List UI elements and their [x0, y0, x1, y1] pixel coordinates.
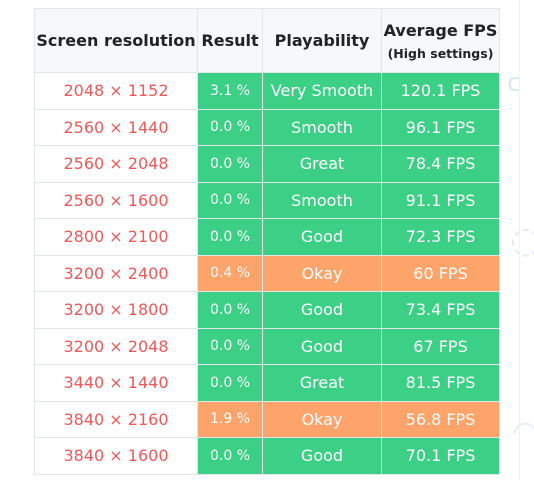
average-fps-cell: 78.4 FPS: [381, 145, 500, 183]
table-row: 2560 × 1600 0.0 % Smooth 91.1 FPS: [34, 181, 500, 219]
resolution-cell: 2048 × 1152: [34, 72, 198, 110]
result-cell: 0.0 %: [197, 437, 263, 475]
playability-cell: Very Smooth: [262, 72, 382, 110]
average-fps-cell: 72.3 FPS: [381, 218, 500, 256]
table-row: 3840 × 2160 1.9 % Okay 56.8 FPS: [34, 400, 500, 438]
header-screen-resolution: Screen resolution: [34, 8, 198, 73]
decorative-arc-icon: ◠: [512, 415, 534, 450]
resolution-cell: 2560 × 2048: [34, 145, 198, 183]
playability-cell: Good: [262, 437, 382, 475]
resolution-cell: 3200 × 2400: [34, 254, 198, 292]
playability-cell: Good: [262, 291, 382, 329]
resolution-cell: 2800 × 2100: [34, 218, 198, 256]
header-average-fps-label: Average FPS: [383, 20, 498, 40]
table-row: 3840 × 1600 0.0 % Good 70.1 FPS: [34, 437, 500, 475]
resolution-cell: 3200 × 1800: [34, 291, 198, 329]
table-row: 3200 × 1800 0.0 % Good 73.4 FPS: [34, 291, 500, 329]
header-result: Result: [197, 8, 263, 73]
playability-cell: Okay: [262, 254, 382, 292]
playability-cell: Smooth: [262, 108, 382, 146]
table-body: 2048 × 1152 3.1 % Very Smooth 120.1 FPS 2560…: [34, 72, 500, 475]
playability-cell: Great: [262, 364, 382, 402]
playability-cell: Smooth: [262, 181, 382, 219]
header-playability: Playability: [262, 8, 382, 73]
table-row: 3200 × 2400 0.4 % Okay 60 FPS: [34, 254, 500, 292]
table-row: 3440 × 1440 0.0 % Great 81.5 FPS: [34, 364, 500, 402]
average-fps-cell: 60 FPS: [381, 254, 500, 292]
average-fps-cell: 73.4 FPS: [381, 291, 500, 329]
average-fps-cell: 91.1 FPS: [381, 181, 500, 219]
average-fps-cell: 120.1 FPS: [381, 72, 500, 110]
result-cell: 0.0 %: [197, 181, 263, 219]
result-cell: 1.9 %: [197, 400, 263, 438]
result-cell: 0.0 %: [197, 291, 263, 329]
result-cell: 0.0 %: [197, 364, 263, 402]
playability-cell: Good: [262, 218, 382, 256]
result-cell: 3.1 %: [197, 72, 263, 110]
table-row: 3200 × 2048 0.0 % Good 67 FPS: [34, 327, 500, 365]
resolution-cell: 3840 × 2160: [34, 400, 198, 438]
result-cell: 0.0 %: [197, 327, 263, 365]
table-row: 2560 × 2048 0.0 % Great 78.4 FPS: [34, 145, 500, 183]
playability-cell: Okay: [262, 400, 382, 438]
average-fps-cell: 81.5 FPS: [381, 364, 500, 402]
table-header-row: Screen resolution Result Playability Ave…: [34, 8, 500, 73]
resolution-cell: 3840 × 1600: [34, 437, 198, 475]
decorative-c-icon: c: [507, 68, 522, 98]
fps-results-table: Screen resolution Result Playability Ave…: [34, 8, 500, 475]
header-average-fps: Average FPS (High settings): [381, 8, 500, 73]
result-cell: 0.0 %: [197, 218, 263, 256]
table-row: 2560 × 1440 0.0 % Smooth 96.1 FPS: [34, 108, 500, 146]
resolution-cell: 2560 × 1600: [34, 181, 198, 219]
table-row: 2048 × 1152 3.1 % Very Smooth 120.1 FPS: [34, 72, 500, 110]
result-cell: 0.0 %: [197, 108, 263, 146]
result-cell: 0.0 %: [197, 145, 263, 183]
resolution-cell: 3200 × 2048: [34, 327, 198, 365]
decorative-swirl-icon: ◌: [510, 220, 534, 261]
average-fps-cell: 70.1 FPS: [381, 437, 500, 475]
result-cell: 0.4 %: [197, 254, 263, 292]
playability-cell: Great: [262, 145, 382, 183]
average-fps-cell: 56.8 FPS: [381, 400, 500, 438]
header-average-fps-sublabel: (High settings): [387, 45, 494, 61]
average-fps-cell: 67 FPS: [381, 327, 500, 365]
side-divider: [519, 0, 520, 480]
playability-cell: Good: [262, 327, 382, 365]
resolution-cell: 2560 × 1440: [34, 108, 198, 146]
resolution-cell: 3440 × 1440: [34, 364, 198, 402]
table-row: 2800 × 2100 0.0 % Good 72.3 FPS: [34, 218, 500, 256]
average-fps-cell: 96.1 FPS: [381, 108, 500, 146]
